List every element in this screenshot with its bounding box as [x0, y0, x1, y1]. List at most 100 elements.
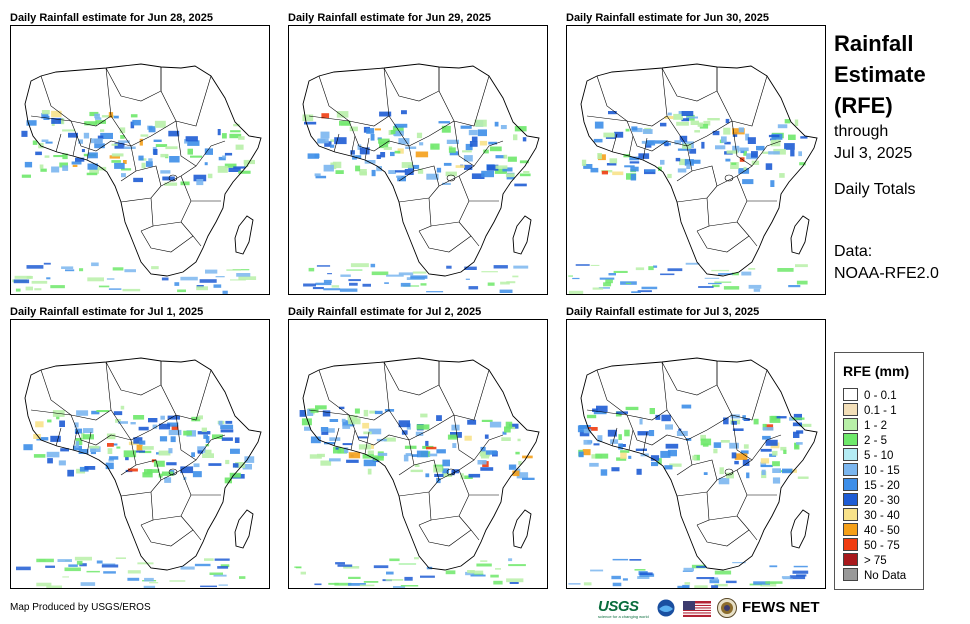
rain-cell [161, 471, 174, 476]
legend-label: 40 - 50 [864, 525, 900, 537]
panel-title: Daily Rainfall estimate for Jun 28, 2025 [10, 12, 213, 24]
rain-cell [667, 449, 677, 457]
rain-cell [470, 570, 484, 574]
rain-cell [196, 179, 204, 186]
rain-cell [396, 175, 402, 178]
rain-cell [40, 168, 47, 172]
rain-cell [789, 575, 806, 580]
rain-cell [120, 405, 125, 410]
rain-cell [731, 452, 737, 459]
country-border [40, 361, 112, 421]
rain-cell [630, 173, 637, 181]
rain-cell [323, 164, 334, 172]
rain-cell [187, 140, 200, 146]
rain-cell [442, 459, 450, 467]
rain-cell [394, 123, 408, 128]
rain-cell [230, 448, 240, 454]
rain-cell [446, 265, 452, 269]
legend-label: No Data [864, 570, 907, 582]
rain-cell [489, 146, 502, 152]
rain-cell [460, 473, 464, 479]
rain-cell [23, 444, 33, 451]
totals-label: Daily Totals [834, 181, 916, 198]
rain-cell [519, 160, 529, 164]
rain-cell [412, 271, 427, 274]
rain-cell [330, 144, 335, 148]
rain-cell [477, 460, 487, 465]
data-label: Data: [834, 243, 873, 260]
rain-cell [384, 437, 396, 442]
rain-cell [593, 412, 607, 415]
rain-cell [583, 164, 593, 169]
rain-cell [507, 156, 517, 162]
legend-swatch [843, 523, 858, 537]
rain-cell [595, 453, 609, 459]
rain-cell [100, 129, 105, 132]
rain-cell [775, 416, 787, 419]
rain-cell [700, 434, 706, 441]
rain-cell [148, 158, 153, 162]
rain-cell [788, 285, 801, 288]
rain-cell [624, 429, 630, 437]
rain-cell [691, 159, 701, 164]
rain-cell [236, 273, 251, 277]
lake-victoria [724, 468, 734, 476]
rain-cell [339, 288, 358, 292]
country-border [388, 115, 455, 147]
rain-cell [201, 427, 207, 432]
rain-cell [192, 471, 202, 478]
rain-cell [723, 417, 729, 425]
rain-cell [800, 136, 808, 139]
rain-cell [452, 443, 457, 448]
rain-cell [213, 284, 222, 288]
rain-cell [302, 114, 314, 122]
rain-cell [796, 442, 803, 445]
rain-cell [748, 268, 756, 270]
coastline [580, 63, 818, 277]
rain-cell [715, 145, 726, 150]
country-border [30, 115, 132, 152]
rain-cell [112, 443, 118, 446]
rain-cell [363, 409, 369, 417]
rain-cell [660, 450, 671, 458]
rain-cell [89, 446, 101, 452]
rain-cell [723, 127, 731, 135]
rain-cell [600, 469, 608, 476]
country-border [55, 427, 92, 455]
rain-cell [91, 262, 99, 267]
rain-cell [667, 173, 672, 179]
rain-cell [187, 148, 193, 155]
rain-cell [321, 431, 329, 435]
rain-cell [648, 430, 655, 437]
legend-swatch [843, 463, 858, 477]
rain-cell [657, 458, 662, 465]
rain-cell [196, 285, 204, 288]
rain-cell [358, 444, 371, 450]
rain-cell [762, 151, 771, 154]
rain-cell [726, 150, 738, 154]
rain-cell [694, 130, 700, 133]
rain-cell [161, 277, 169, 281]
rain-cell [483, 149, 489, 154]
rain-cell [324, 442, 336, 445]
rain-cell [348, 418, 361, 425]
rain-cell [664, 116, 674, 119]
rainfall-map-svg [294, 357, 540, 588]
rain-cell [592, 408, 598, 412]
rain-cell [513, 265, 529, 269]
rain-cell [636, 468, 642, 475]
rain-cell [359, 147, 370, 155]
rain-cell [792, 417, 805, 420]
rain-cell [586, 427, 598, 431]
rain-cell [368, 428, 382, 435]
country-border [666, 115, 733, 147]
rain-cell [664, 465, 673, 470]
through-date: Jul 3, 2025 [834, 145, 913, 162]
rain-cell [665, 443, 679, 449]
rain-cell [523, 171, 530, 173]
rain-cell [686, 164, 691, 169]
rain-cell [487, 282, 495, 286]
rain-cell [753, 581, 770, 585]
rain-cell [681, 111, 694, 116]
rain-cell [590, 167, 599, 173]
